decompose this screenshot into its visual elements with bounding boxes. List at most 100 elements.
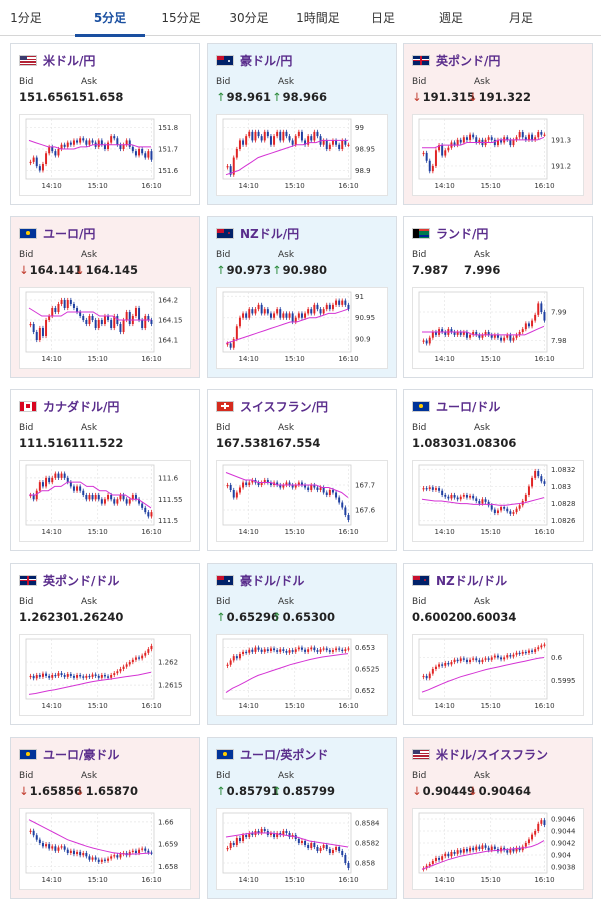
candle	[300, 647, 303, 650]
moving-average-line	[225, 139, 348, 176]
candle	[91, 140, 94, 143]
candle	[48, 675, 51, 678]
y-tick-label: 0.9042	[551, 840, 576, 848]
bid-value: ↓191.315	[412, 90, 475, 104]
pair-name-link[interactable]: NZドル/ドル	[436, 573, 508, 588]
pair-name-link[interactable]: ユーロ/英ポンド	[240, 747, 329, 762]
candle	[38, 675, 41, 677]
candlestick-chart[interactable]: 91 90.95 90.9 14:10 15:10 16:10	[216, 287, 388, 369]
candlestick-chart[interactable]: 111.6 111.55 111.5 14:10 15:10 16:10	[19, 460, 191, 542]
candle	[450, 495, 453, 499]
candlestick-chart[interactable]: 1.262 1.2615 14:10 15:10 16:10	[19, 634, 191, 716]
moving-average-line	[421, 657, 545, 693]
y-tick-label: 111.5	[158, 517, 178, 525]
pair-name-link[interactable]: 米ドル/円	[43, 53, 96, 68]
nz-flag-icon	[412, 574, 430, 586]
pair-name-link[interactable]: カナダドル/円	[43, 399, 120, 414]
candlestick-chart[interactable]: 0.6 0.5995 14:10 15:10 16:10	[412, 634, 584, 716]
candle	[48, 316, 51, 320]
candle	[444, 663, 447, 666]
candle	[116, 138, 119, 145]
pair-name-link[interactable]: ユーロ/ドル	[436, 399, 501, 414]
candlestick-chart[interactable]: 1.0832 1.083 1.0828 1.0826 14:10 15:10 16:10	[412, 460, 584, 542]
moving-average-line	[225, 832, 349, 848]
rate-card[interactable]: ランド/円 Bid Ask 7.987 7.996 7.99 7.98 14:10 15:10 1…	[403, 216, 593, 378]
candlestick-chart[interactable]: 99 98.95 98.9 14:10 15:10 16:10	[216, 114, 388, 196]
rate-card[interactable]: スイスフラン/円 Bid Ask 167.538 167.554 167.7 167.6 14…	[207, 389, 397, 551]
candle	[76, 851, 79, 855]
tab-1[interactable]: 1分足	[10, 11, 42, 25]
candlestick-chart[interactable]: 191.3 191.2 14:10 15:10 16:10	[412, 114, 584, 196]
candle	[493, 655, 496, 658]
candle	[453, 852, 456, 854]
bid-label: Bid	[216, 597, 231, 607]
rate-card[interactable]: 米ドル/円 Bid Ask 151.656 151.658 151.8 151.7 151.6…	[10, 43, 200, 205]
candle	[245, 136, 248, 145]
pair-name-link[interactable]: ランド/円	[436, 226, 489, 241]
rate-card[interactable]: 豪ドル/ドル Bid Ask ↑0.65296 ↑0.65300 0.653 0.6525 0…	[207, 563, 397, 725]
tab-2[interactable]: 5分足	[75, 0, 145, 37]
candle	[79, 675, 82, 677]
candle	[91, 495, 94, 500]
rate-card[interactable]: NZドル/ドル Bid Ask 0.60020 0.60034 0.6 0.5995 14:1…	[403, 563, 593, 725]
tab-5[interactable]: 1時間足	[296, 11, 340, 25]
tab-6[interactable]: 日足	[370, 11, 395, 25]
candle	[481, 334, 484, 338]
candlestick-chart[interactable]: 0.9046 0.9044 0.9042 0.904 0.9038 14:10 15:10 1…	[412, 808, 584, 890]
pair-name-link[interactable]: ユーロ/豪ドル	[43, 747, 120, 762]
candle	[79, 138, 82, 143]
chart-svg: 7.99 7.98 14:10 15:10 16:10	[418, 291, 567, 363]
pair-name-link[interactable]: 豪ドル/円	[240, 53, 293, 68]
candlestick-chart[interactable]: 0.8584 0.8582 0.858 14:10 15:10 16:10	[216, 808, 388, 890]
rate-card[interactable]: NZドル/円 Bid Ask ↑90.973 ↑90.980 91 90.95 90.9 14:…	[207, 216, 397, 378]
candle	[531, 320, 534, 327]
candle	[459, 139, 462, 143]
rate-card[interactable]: ユーロ/円 Bid Ask ↓164.141 ↓164.145 164.2 164.15 16…	[10, 216, 200, 378]
candlestick-chart[interactable]: 164.2 164.15 164.1 14:10 15:10 16:10	[19, 287, 191, 369]
rate-card[interactable]: ユーロ/ドル Bid Ask 1.08303 1.08306 1.0832 1.083 1.0…	[403, 389, 593, 551]
tab-7[interactable]: 週足	[438, 11, 463, 25]
bid-label: Bid	[412, 597, 427, 607]
pair-name-link[interactable]: 英ポンド/円	[436, 53, 501, 68]
plot-area	[418, 118, 548, 180]
candlestick-chart[interactable]: 167.7 167.6 14:10 15:10 16:10	[216, 460, 388, 542]
rate-card[interactable]: ユーロ/英ポンド Bid Ask ↑0.85791 ↑0.85799 0.8584 0.85…	[207, 737, 397, 899]
pair-name-link[interactable]: NZドル/円	[240, 226, 300, 241]
tab-8[interactable]: 月足	[508, 11, 533, 25]
candle	[431, 861, 434, 864]
rate-card[interactable]: カナダドル/円 Bid Ask 111.516 111.522 111.6 111.55 11…	[10, 389, 200, 551]
moving-average-line	[28, 819, 152, 855]
candlestick-chart[interactable]: 0.653 0.6525 0.652 14:10 15:10 16:10	[216, 634, 388, 716]
rate-card[interactable]: 英ポンド/円 Bid Ask ↓191.315 ↓191.322 191.3 191.2 14…	[403, 43, 593, 205]
candle	[490, 657, 493, 660]
x-tick-label: 16:10	[338, 355, 358, 363]
candle	[131, 146, 134, 152]
pair-name-link[interactable]: 英ポンド/ドル	[43, 573, 120, 588]
tab-4[interactable]: 30分足	[229, 11, 269, 25]
rate-card[interactable]: ユーロ/豪ドル Bid Ask ↓1.65856 ↓1.65870 1.66 1.659 1.…	[10, 737, 200, 899]
pair-name-link[interactable]: 豪ドル/ドル	[240, 573, 305, 588]
pair-name-link[interactable]: スイスフラン/円	[240, 399, 329, 414]
candle	[300, 482, 303, 485]
candle	[116, 499, 119, 504]
candlestick-chart[interactable]: 7.99 7.98 14:10 15:10 16:10	[412, 287, 584, 369]
candlestick-chart[interactable]: 1.66 1.659 1.658 14:10 15:10 16:10	[19, 808, 191, 890]
x-tick-label: 15:10	[285, 876, 305, 884]
rate-card[interactable]: 英ポンド/ドル Bid Ask 1.26230 1.26240 1.262 1.2615 14…	[10, 563, 200, 725]
gb-flag-icon	[412, 54, 430, 66]
tab-3[interactable]: 15分足	[161, 11, 201, 25]
plot-area	[25, 812, 155, 874]
candle	[328, 490, 331, 495]
candle	[48, 477, 51, 483]
candle	[51, 308, 54, 316]
y-tick-label: 164.2	[158, 297, 178, 305]
pair-name-link[interactable]: 米ドル/スイスフラン	[436, 747, 549, 762]
rate-card[interactable]: 米ドル/スイスフラン Bid Ask ↓0.90449 ↓0.90464 0.9046 0.…	[403, 737, 593, 899]
candlestick-chart[interactable]: 151.8 151.7 151.6 14:10 15:10 16:10	[19, 114, 191, 196]
pair-name-link[interactable]: ユーロ/円	[43, 226, 96, 241]
rate-card[interactable]: 豪ドル/円 Bid Ask ↑98.961 ↑98.966 99 98.95 98.9 14:1…	[207, 43, 397, 205]
candle	[425, 865, 428, 869]
candle	[325, 140, 328, 149]
ask-value-text: 0.85799	[282, 784, 336, 798]
candle	[51, 146, 54, 152]
